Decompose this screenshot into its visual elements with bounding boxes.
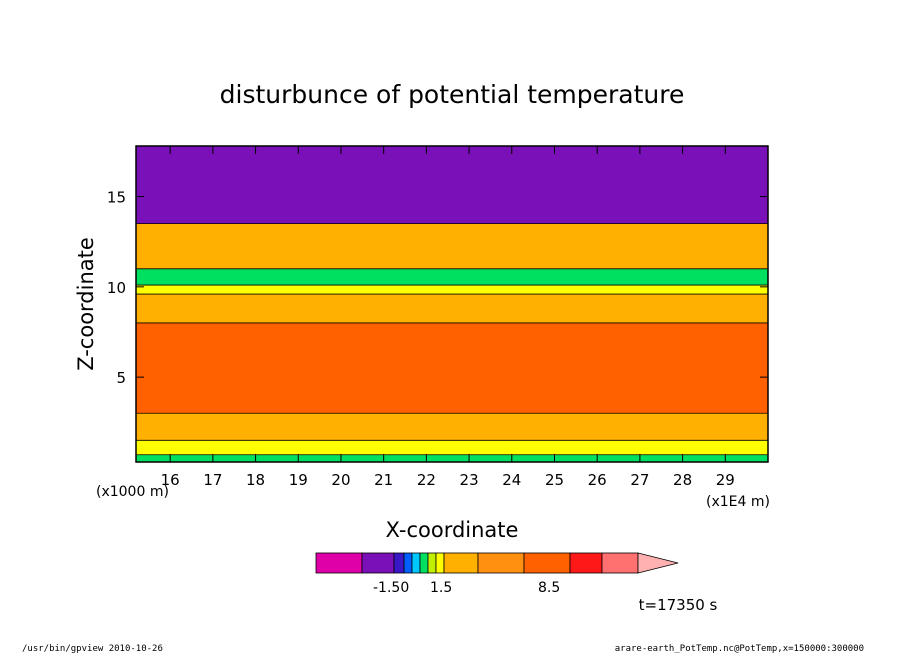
- x-tick-label: 19: [289, 471, 308, 489]
- colorbar-segment-1: [361, 552, 395, 574]
- x-tick-label: 22: [417, 471, 436, 489]
- contour-band-0: [136, 454, 768, 462]
- colorbar-segment-12: [601, 552, 639, 574]
- y-axis-label: Z-coordinate: [74, 237, 98, 371]
- x-tick-label: 24: [502, 471, 521, 489]
- contour-band-8: [136, 146, 768, 224]
- colorbar-label-high: 8.5: [538, 580, 560, 596]
- x-tick-label: 26: [588, 471, 607, 489]
- colorbar-segment-6: [427, 552, 437, 574]
- colorbar-segment-9: [477, 552, 525, 574]
- y-tick-label: 10: [107, 279, 126, 297]
- x-axis-label: X-coordinate: [386, 518, 519, 542]
- contour-field: [136, 146, 768, 462]
- colorbar-segment-11: [569, 552, 603, 574]
- x-tick-label: 25: [545, 471, 564, 489]
- colorbar-segment-0: [315, 552, 363, 574]
- plot-area: 16 17 18 19 20 21 22 23 24 25 26 27 28 29 5 10 15: [107, 145, 769, 489]
- chart-title: disturbunce of potential temperature: [220, 80, 685, 109]
- contour-band-7: [136, 223, 768, 269]
- colorbar-label-neg: -1.50: [373, 580, 409, 596]
- y-tick-label: 5: [116, 369, 126, 387]
- x-tick-label: 28: [673, 471, 692, 489]
- colorbar-segment-10: [523, 552, 571, 574]
- contour-band-1: [136, 440, 768, 455]
- colorbar-segment-4: [411, 552, 421, 574]
- x-tick-label: 18: [246, 471, 265, 489]
- contour-band-6: [136, 268, 768, 286]
- colorbar-label-mid: 1.5: [430, 580, 452, 596]
- y-tick-label: 15: [107, 189, 126, 207]
- contour-band-4: [136, 294, 768, 323]
- x-tick-label: 17: [203, 471, 222, 489]
- x-axis-ticks: 16 17 18 19 20 21 22 23 24 25 26 27 28 29: [161, 146, 735, 489]
- x-tick-label: 27: [630, 471, 649, 489]
- x-tick-label: 23: [460, 471, 479, 489]
- x-unit-label: (x1E4 m): [706, 494, 770, 510]
- contour-band-2: [136, 413, 768, 441]
- y-unit-label: (x1000 m): [96, 484, 169, 500]
- contour-band-3: [136, 322, 768, 414]
- plot-frame: [135, 145, 769, 463]
- colorbar-segment-8: [443, 552, 479, 574]
- x-tick-label: 21: [374, 471, 393, 489]
- colorbar-segment-7: [435, 552, 445, 574]
- y-axis-ticks: 5 10 15: [107, 189, 768, 387]
- contour-band-5: [136, 285, 768, 295]
- x-tick-label: 20: [331, 471, 350, 489]
- x-tick-label: 16: [161, 471, 180, 489]
- colorbar-segment-2: [393, 552, 405, 574]
- x-tick-label: 29: [716, 471, 735, 489]
- colorbar-arrow: [637, 552, 679, 574]
- footer-left: /usr/bin/gpview 2010-10-26: [22, 644, 163, 654]
- footer-right: arare-earth_PotTemp.nc@PotTemp,x=150000:…: [615, 644, 864, 654]
- colorbar: [315, 552, 679, 574]
- colorbar-segment-5: [419, 552, 429, 574]
- colorbar-segment-3: [403, 552, 413, 574]
- time-label: t=17350 s: [639, 596, 718, 614]
